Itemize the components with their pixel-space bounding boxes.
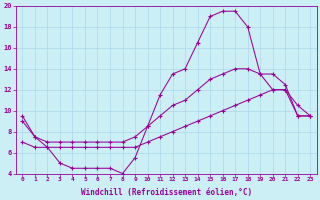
X-axis label: Windchill (Refroidissement éolien,°C): Windchill (Refroidissement éolien,°C) [81,188,252,197]
